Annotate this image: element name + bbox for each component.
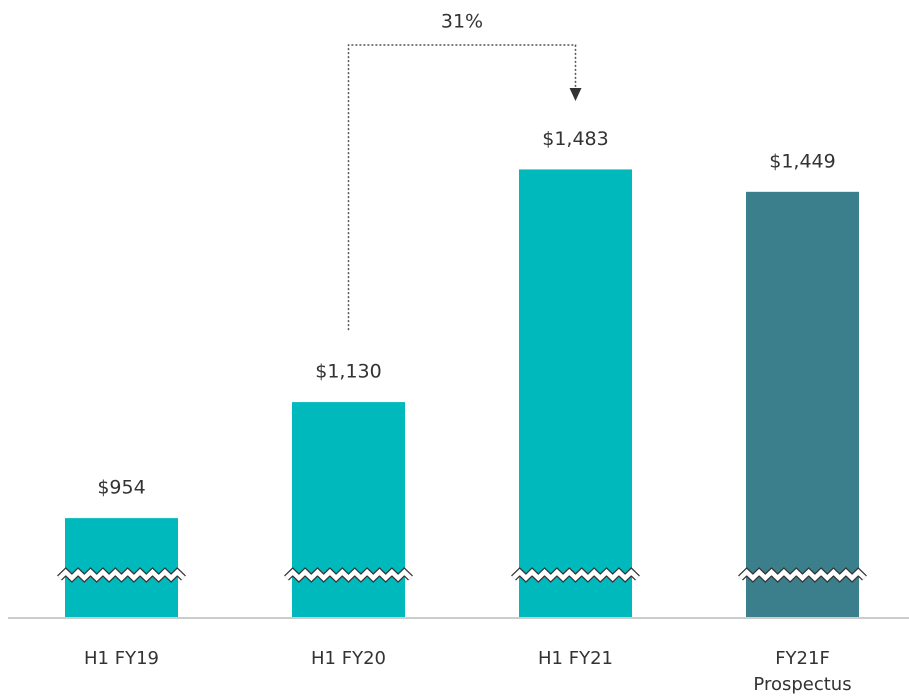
bar bbox=[292, 402, 405, 617]
axis-break bbox=[738, 568, 867, 582]
value-label: $1,130 bbox=[315, 361, 381, 383]
value-label: $954 bbox=[97, 477, 145, 499]
x-tick-label: H1 FY19 bbox=[84, 648, 159, 669]
axis-break bbox=[511, 568, 640, 582]
annotation-arrow bbox=[569, 88, 582, 101]
annotation-connector bbox=[347, 44, 577, 331]
x-tick-label: FY21F Prospectus bbox=[753, 648, 852, 695]
bar bbox=[519, 169, 632, 618]
axis-break bbox=[284, 568, 413, 582]
value-label: $1,483 bbox=[542, 128, 608, 150]
annotation: 31% bbox=[441, 11, 483, 33]
bar bbox=[65, 518, 178, 617]
x-tick-label: H1 FY20 bbox=[311, 648, 386, 669]
axis-break bbox=[57, 568, 186, 582]
value-label: $1,449 bbox=[769, 150, 835, 172]
bar bbox=[746, 191, 859, 617]
x-tick-label: H1 FY21 bbox=[538, 648, 613, 669]
